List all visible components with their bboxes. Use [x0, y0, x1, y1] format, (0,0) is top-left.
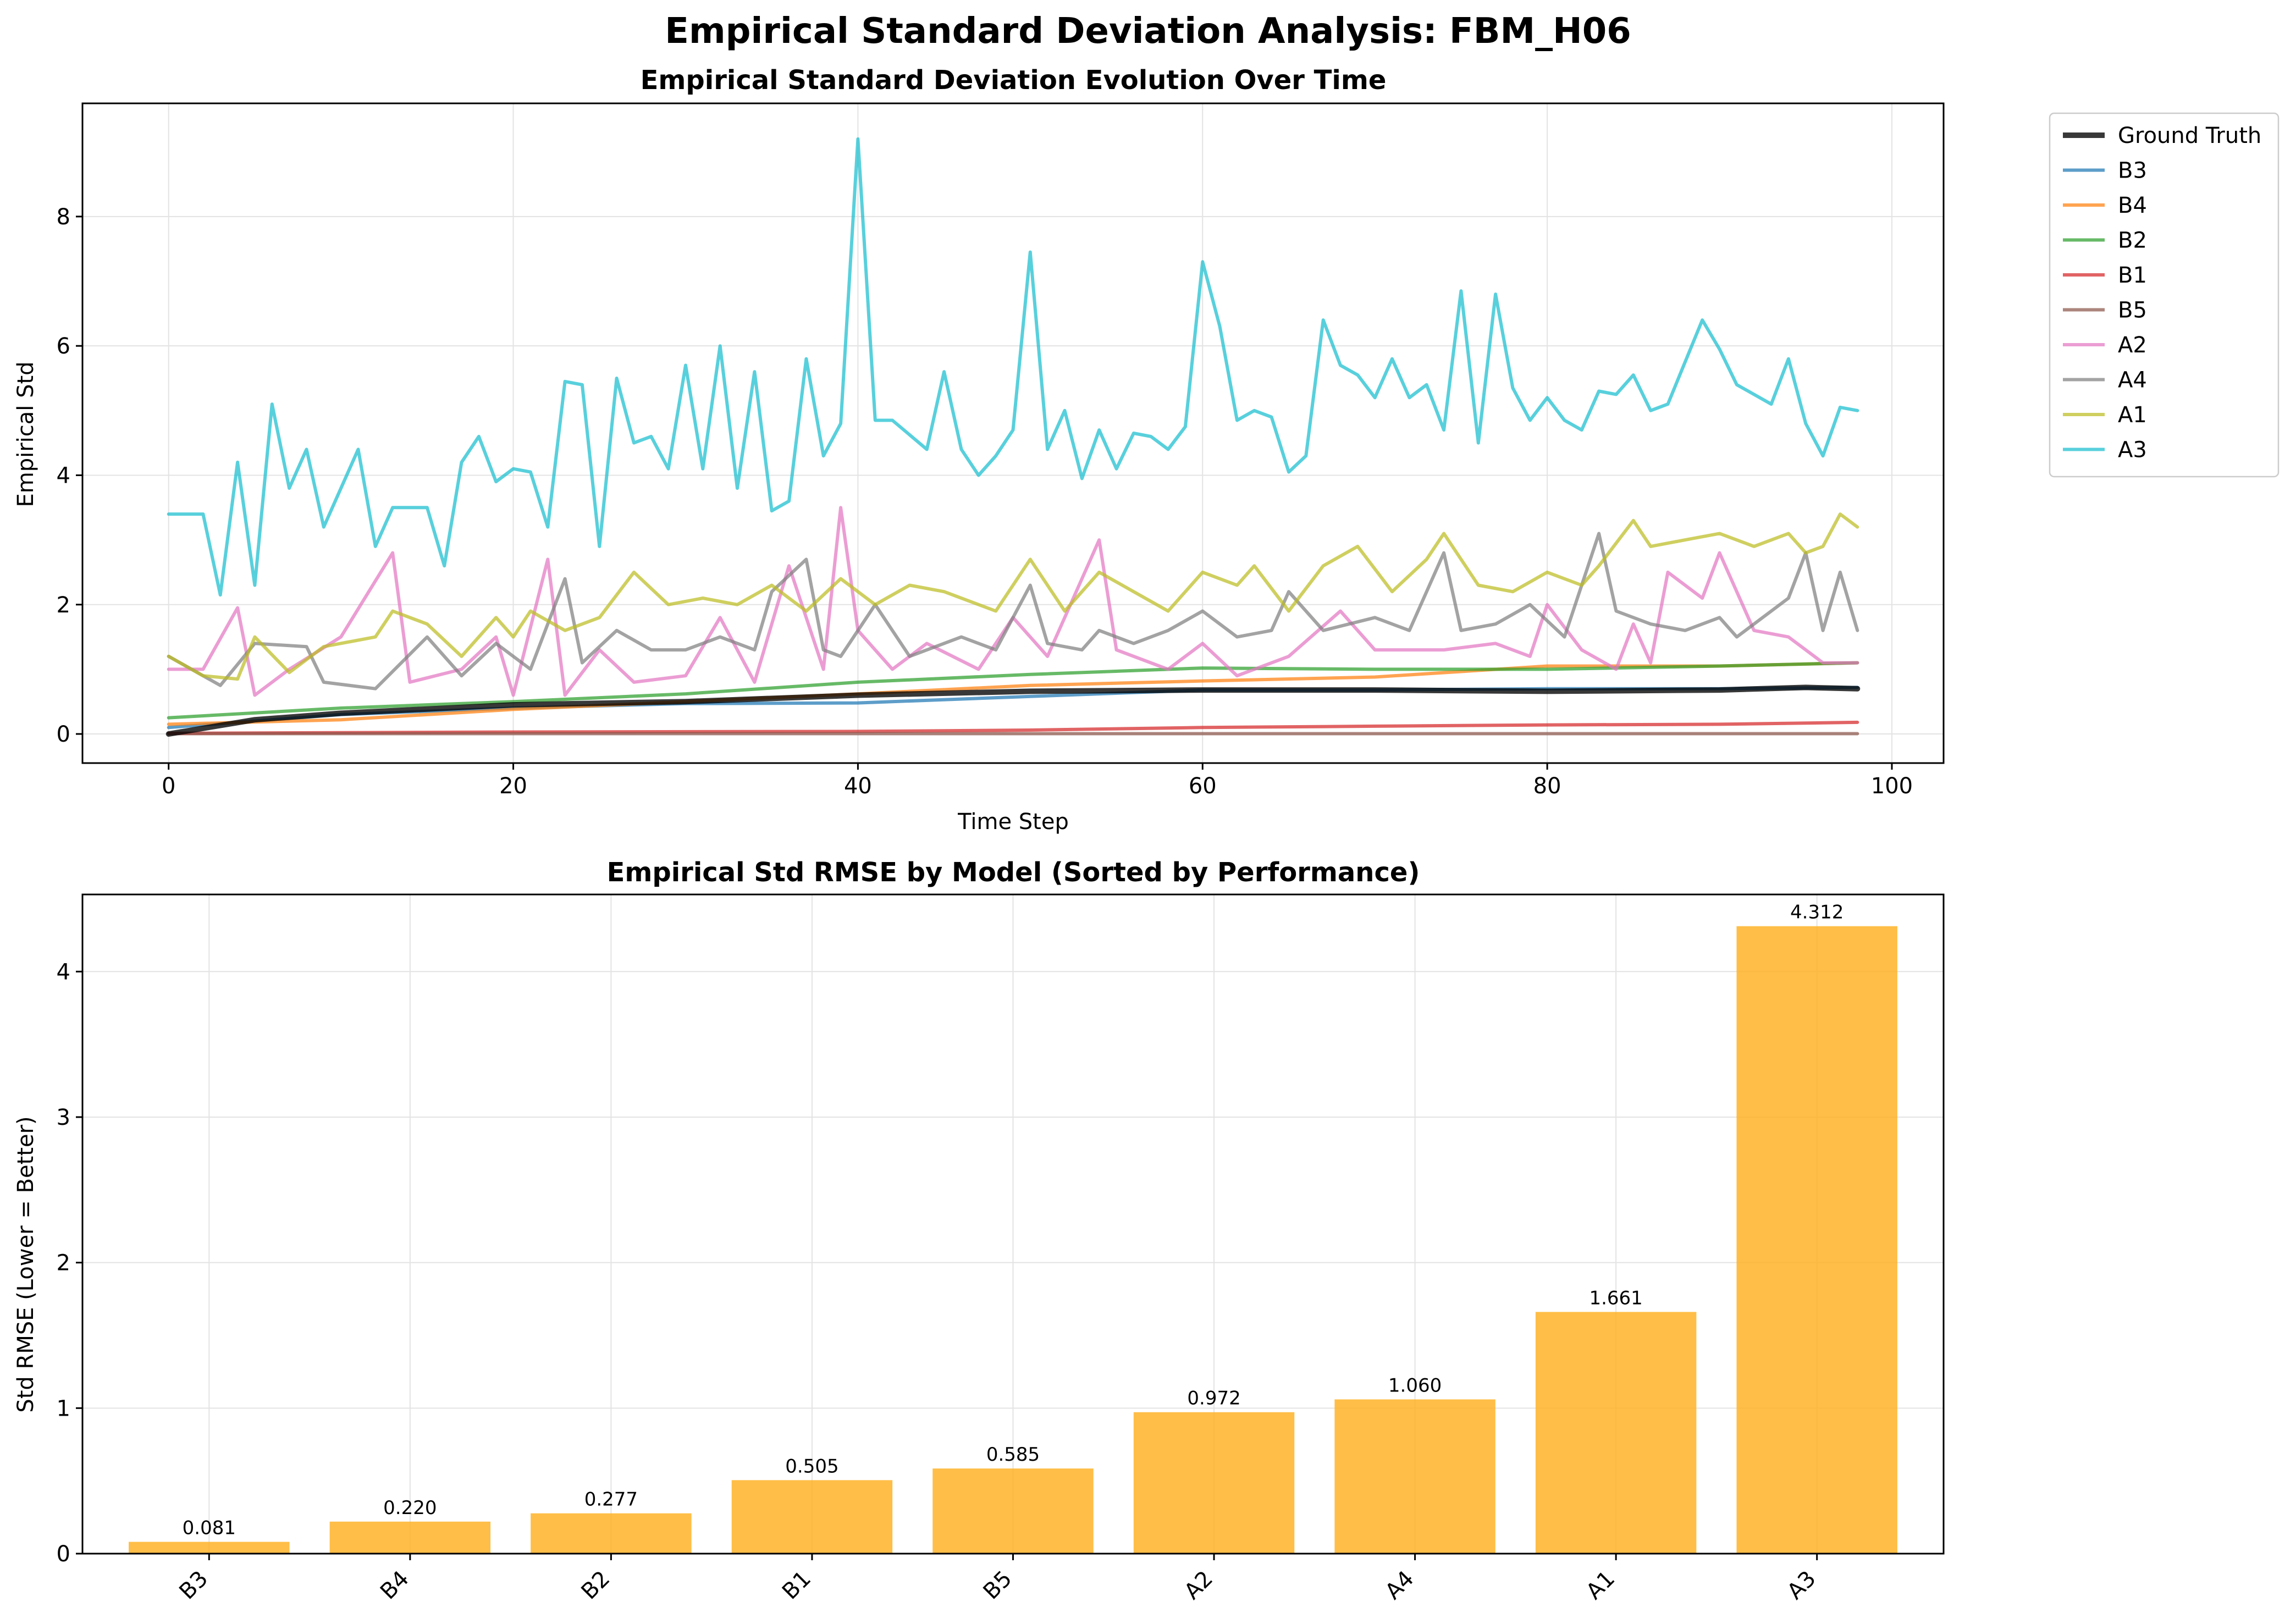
- bar-value-label: 0.277: [584, 1489, 638, 1511]
- bar-chart-y-tick-label: 0: [57, 1542, 70, 1567]
- legend-entry-label: A4: [2118, 368, 2147, 393]
- bar-a1: [1535, 1312, 1697, 1554]
- bar-chart-y-label: Std RMSE (Lower = Better): [13, 1116, 38, 1412]
- bar-chart-x-tick-label: B3: [174, 1566, 213, 1605]
- bar-chart-x-tick-label: B5: [979, 1566, 1017, 1605]
- bar-chart-x-tick-label: A2: [1179, 1566, 1218, 1605]
- line-chart-y-tick-label: 4: [57, 463, 70, 488]
- legend-entry-label: A1: [2118, 402, 2147, 428]
- figure-suptitle: Empirical Standard Deviation Analysis: F…: [665, 11, 1631, 52]
- series-line-a4: [167, 532, 1859, 691]
- series-line-ground-truth: [165, 684, 1861, 737]
- line-chart-y-label: Empirical Std: [13, 361, 38, 507]
- line-chart: Empirical Standard Deviation Evolution O…: [13, 65, 2280, 835]
- bar-chart-x-tick-label: A3: [1782, 1566, 1821, 1605]
- line-chart-x-tick-label: 20: [499, 774, 527, 799]
- bar-value-label: 1.060: [1388, 1374, 1442, 1396]
- bar-value-label: 0.081: [183, 1517, 236, 1539]
- legend: Ground Truth B3 B4 B2 B1 B5 A2 A4 A1 A3: [2049, 112, 2280, 478]
- legend-entry-label: B1: [2118, 263, 2147, 288]
- bar-value-label: 0.972: [1187, 1388, 1240, 1410]
- bar-b3: [129, 1542, 290, 1554]
- bar-value-label: 0.585: [986, 1444, 1040, 1466]
- series-line-a3: [167, 137, 1859, 597]
- legend-entry-label: B3: [2118, 158, 2147, 184]
- bar-chart: Empirical Std RMSE by Model (Sorted by P…: [13, 857, 1945, 1605]
- bar-chart-title: Empirical Std RMSE by Model (Sorted by P…: [607, 857, 1420, 888]
- bar-value-label: 1.661: [1589, 1287, 1642, 1309]
- line-chart-y-tick-label: 0: [57, 722, 70, 747]
- line-chart-x-label: Time Step: [957, 809, 1069, 835]
- bar-a2: [1133, 1412, 1295, 1554]
- line-chart-x-ticks: 0 20 40 60 80 100: [162, 763, 1913, 799]
- bar-b1: [731, 1480, 893, 1554]
- line-chart-x-tick-label: 100: [1871, 774, 1913, 799]
- line-chart-series: [165, 137, 1861, 737]
- line-chart-grid: [82, 103, 1944, 763]
- line-chart-y-tick-label: 2: [57, 593, 70, 618]
- line-chart-x-tick-label: 0: [162, 774, 175, 799]
- line-chart-y-tick-label: 8: [57, 205, 70, 230]
- bar-chart-y-tick-label: 2: [57, 1251, 70, 1276]
- line-chart-title: Empirical Standard Deviation Evolution O…: [641, 65, 1387, 96]
- legend-entry-label: B5: [2118, 298, 2147, 323]
- bar-chart-x-tick-label: B1: [777, 1566, 816, 1605]
- line-chart-y-tick-label: 6: [57, 334, 70, 359]
- line-chart-x-tick-label: 60: [1189, 774, 1217, 799]
- series-line-b2: [167, 661, 1859, 720]
- bar-a3: [1736, 926, 1897, 1554]
- bar-a4: [1334, 1399, 1495, 1554]
- series-line-b1: [167, 720, 1859, 735]
- legend-box: [2049, 112, 2280, 478]
- line-chart-x-tick-label: 40: [844, 774, 872, 799]
- bar-chart-x-ticks: B3 B4 B2 B1 B5 A2 A4 A1 A3: [174, 1554, 1821, 1605]
- bar-chart-bars: 0.081 0.220 0.277 0.505 0.585 0.972 1.060 1.661…: [129, 902, 1897, 1554]
- bar-b5: [932, 1468, 1094, 1554]
- bar-chart-y-tick-label: 3: [57, 1105, 70, 1130]
- bar-chart-x-tick-label: A4: [1381, 1566, 1419, 1605]
- bar-chart-x-tick-label: B4: [376, 1566, 414, 1605]
- bar-chart-y-tick-label: 4: [57, 959, 70, 985]
- bar-b2: [531, 1513, 692, 1554]
- legend-entry-label: B2: [2118, 228, 2147, 253]
- bar-chart-y-ticks: 0 1 2 3 4: [57, 959, 82, 1567]
- series-line-a2: [167, 506, 1859, 697]
- bar-chart-x-tick-label: B2: [577, 1566, 615, 1605]
- series-line-a1: [167, 512, 1859, 681]
- legend-entry-label: Ground Truth: [2118, 123, 2261, 148]
- series-line-b4: [167, 661, 1859, 726]
- legend-entry-label: A3: [2118, 438, 2147, 463]
- bar-chart-y-tick-label: 1: [57, 1396, 70, 1421]
- legend-entry-label: A2: [2118, 333, 2147, 358]
- bar-b4: [329, 1521, 491, 1554]
- line-chart-frame: [81, 102, 1945, 764]
- legend-entry-label: B4: [2118, 193, 2147, 218]
- bar-value-label: 0.220: [383, 1497, 437, 1519]
- bar-value-label: 4.312: [1790, 902, 1844, 924]
- bar-chart-x-tick-label: A1: [1581, 1566, 1620, 1605]
- bar-value-label: 0.505: [785, 1455, 838, 1477]
- line-chart-y-ticks: 0 2 4 6 8: [57, 205, 82, 747]
- line-chart-x-tick-label: 80: [1533, 774, 1561, 799]
